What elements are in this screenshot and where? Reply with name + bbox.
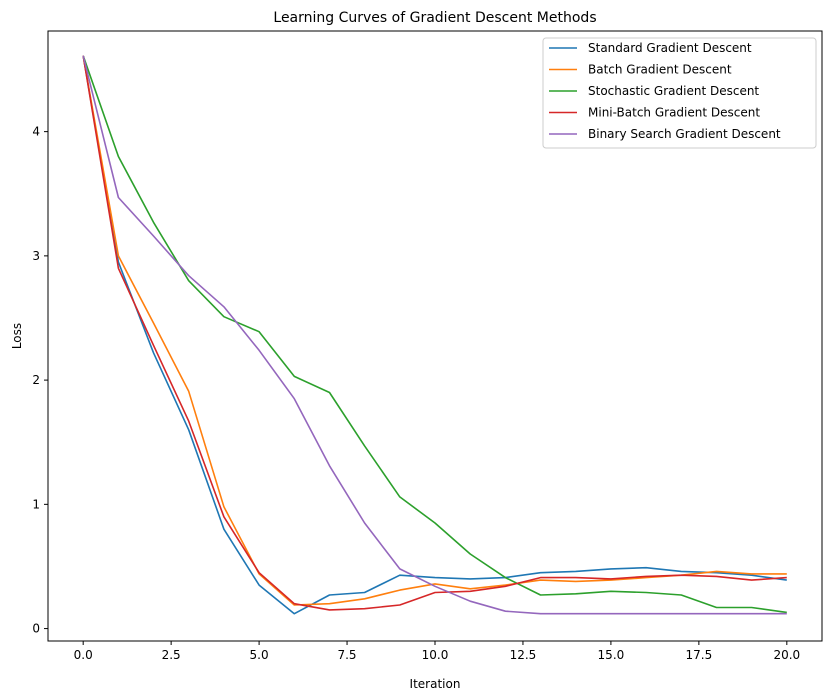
legend-frame <box>542 37 817 149</box>
x-tick-label: 10.0 <box>422 648 449 662</box>
series-line-5 <box>82 55 787 615</box>
y-tick-label: 3 <box>32 249 40 263</box>
series-line-3 <box>82 55 787 614</box>
x-axis-label: Iteration <box>410 677 461 691</box>
plot-frame <box>47 30 823 642</box>
y-tick-label: 0 <box>32 622 40 636</box>
x-tick-label: 0.0 <box>74 648 93 662</box>
legend-label: Standard Gradient Descent <box>588 41 752 55</box>
x-tick-label: 5.0 <box>250 648 269 662</box>
legend: Standard Gradient Descent Batch Gradient … <box>542 37 817 149</box>
legend-label: Binary Search Gradient Descent <box>588 127 781 141</box>
x-tick-label: 7.5 <box>337 648 356 662</box>
series-line-1 <box>82 55 787 615</box>
series-lines <box>82 55 787 615</box>
series-line-4 <box>82 55 787 611</box>
chart-title: Learning Curves of Gradient Descent Meth… <box>273 10 596 26</box>
legend-label: Batch Gradient Descent <box>588 63 732 77</box>
legend-label: Stochastic Gradient Descent <box>588 84 759 98</box>
legend-label: Mini-Batch Gradient Descent <box>588 106 760 120</box>
y-axis-ticks: 0 1 2 3 4 <box>32 125 48 636</box>
x-tick-label: 15.0 <box>598 648 625 662</box>
x-tick-label: 20.0 <box>773 648 800 662</box>
y-axis-label: Loss <box>10 323 24 349</box>
x-tick-label: 12.5 <box>510 648 537 662</box>
x-tick-label: 2.5 <box>162 648 181 662</box>
x-axis-ticks: 0.0 2.5 5.0 7.5 10.0 12.5 15.0 17.5 20.0 <box>74 641 800 662</box>
x-tick-label: 17.5 <box>686 648 713 662</box>
y-tick-label: 2 <box>32 373 40 387</box>
y-tick-label: 4 <box>32 125 40 139</box>
y-tick-label: 1 <box>32 497 40 511</box>
